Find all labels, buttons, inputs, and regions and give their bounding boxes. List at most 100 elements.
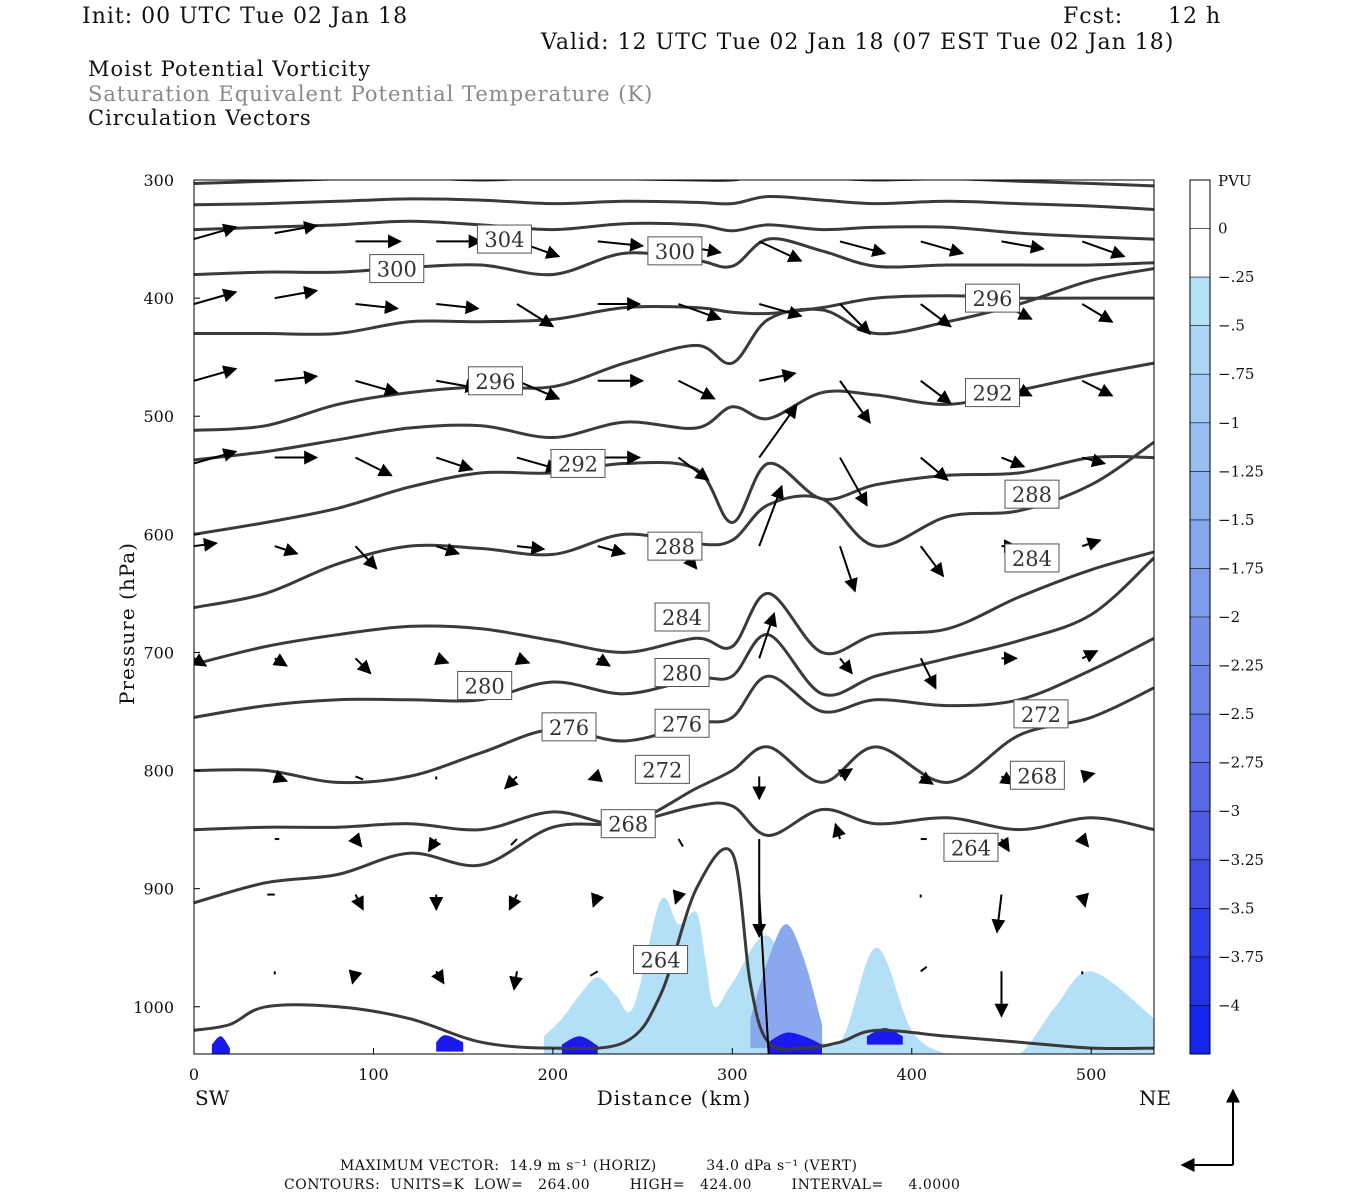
contour-label: 264 <box>951 836 991 860</box>
circulation-vector <box>919 657 937 690</box>
contour-label: 284 <box>1012 547 1052 571</box>
contour-label: 276 <box>662 712 702 736</box>
circulation-vector <box>595 653 611 667</box>
contour-label: 280 <box>465 675 505 699</box>
circulation-vector <box>920 966 928 973</box>
contour-label-box <box>654 658 710 688</box>
circulation-vector <box>348 969 363 985</box>
circulation-vector <box>678 303 722 322</box>
contour-label: 264 <box>640 949 680 973</box>
theta-es-contour <box>194 219 1154 241</box>
contour-label-box <box>457 671 513 701</box>
circulation-vector <box>431 968 445 985</box>
circulation-vector <box>991 894 1006 934</box>
x-tick-label: 400 <box>896 1065 927 1084</box>
colorbar-tick-label: −3.5 <box>1218 899 1254 917</box>
contour-label-box <box>654 708 710 738</box>
theta-es-contour <box>194 801 1154 905</box>
sw-endpoint-label: SW <box>195 1086 230 1110</box>
circulation-vector <box>839 545 858 593</box>
colorbar-tick-label: −2.25 <box>1218 657 1264 675</box>
x-tick-label: 0 <box>189 1065 199 1084</box>
contour-label: 280 <box>662 662 702 686</box>
contour-info-note: CONTOURS: UNITS=K LOW= 264.00 HIGH= 424.… <box>284 1177 961 1193</box>
circulation-vector <box>1081 453 1107 468</box>
circulation-vector <box>587 768 603 783</box>
circulation-vector <box>274 370 319 385</box>
x-tick-label: 200 <box>538 1065 569 1084</box>
circulation-vector <box>920 240 965 257</box>
contour-label: 300 <box>655 240 695 264</box>
circulation-vector <box>758 894 770 1054</box>
y-tick-label: 700 <box>143 643 174 662</box>
contour-label: 288 <box>1012 483 1052 507</box>
y-tick-label: 1000 <box>133 998 174 1017</box>
circulation-vector <box>194 365 238 382</box>
theta-es-contour <box>194 847 1154 1051</box>
circulation-vector <box>194 653 208 667</box>
contour-label-box <box>965 283 1021 313</box>
circulation-vector <box>355 379 399 397</box>
circulation-vector <box>996 836 1010 853</box>
forecast-label: Fcst: <box>1063 4 1124 29</box>
field-title-theta-es: Saturation Equivalent Potential Temperat… <box>88 82 654 106</box>
contour-label-box <box>1004 479 1060 509</box>
circulation-vector <box>1081 379 1114 397</box>
contour-label-box <box>550 448 606 478</box>
circulation-vector <box>435 456 474 473</box>
circulation-vector <box>758 612 777 659</box>
contour-label: 268 <box>1017 764 1057 788</box>
pv-shade-region <box>750 924 822 1049</box>
y-tick-label: 800 <box>143 762 174 781</box>
circulation-vector <box>194 288 238 305</box>
theta-es-contour <box>194 440 1154 610</box>
y-tick-label: 400 <box>143 289 174 308</box>
circulation-vector <box>509 971 523 991</box>
field-title-vectors: Circulation Vectors <box>88 106 312 130</box>
circulation-vector <box>354 657 372 675</box>
circulation-vector <box>348 832 363 848</box>
circulation-vector <box>1001 239 1045 254</box>
colorbar-segment <box>1190 1005 1210 1055</box>
colorbar-segment <box>1190 714 1210 764</box>
circulation-vector <box>591 892 605 908</box>
contour-label: 268 <box>608 813 648 837</box>
pv-shade-region <box>211 1036 230 1054</box>
theta-es-contour <box>194 550 1154 666</box>
colorbar-tick-label: −4 <box>1218 996 1240 1014</box>
contour-label-box <box>369 254 425 284</box>
colorbar-segment <box>1190 228 1210 278</box>
circulation-vector <box>433 651 450 665</box>
circulation-vector <box>758 303 803 320</box>
circulation-vector <box>1001 455 1026 469</box>
circulation-vector <box>1074 832 1090 848</box>
contour-label-box <box>1013 699 1069 729</box>
circulation-vector <box>516 379 561 401</box>
valid-time: Valid: 12 UTC Tue 02 Jan 18 (07 EST Tue … <box>541 30 1175 55</box>
contour-label-box <box>600 809 656 839</box>
circulation-vector <box>514 651 531 665</box>
forecast-hour: 12 h <box>1168 4 1222 29</box>
contour-label-box <box>467 366 523 396</box>
colorbar-tick-label: −.75 <box>1218 365 1254 383</box>
circulation-vector <box>274 543 299 557</box>
circulation-vector <box>351 894 364 911</box>
x-tick-label: 500 <box>1076 1065 1107 1084</box>
circulation-vector <box>194 448 238 465</box>
circulation-vector <box>274 220 319 235</box>
contour-label-box <box>1004 543 1060 573</box>
colorbar-segment <box>1190 568 1210 618</box>
circulation-vector <box>920 303 952 328</box>
colorbar-tick-label: −3 <box>1218 802 1240 820</box>
circulation-vector <box>427 836 442 853</box>
ne-endpoint-label: NE <box>1139 1086 1171 1110</box>
circulation-vector <box>677 838 684 848</box>
circulation-vector <box>758 403 798 459</box>
theta-es-contour <box>194 361 1154 462</box>
circulation-vector <box>837 768 854 782</box>
circulation-vector <box>672 889 687 905</box>
colorbar-tick-label: −1 <box>1218 414 1240 432</box>
contour-label-box <box>1009 760 1065 790</box>
contour-label-box <box>943 832 999 862</box>
circulation-vector <box>920 379 952 405</box>
